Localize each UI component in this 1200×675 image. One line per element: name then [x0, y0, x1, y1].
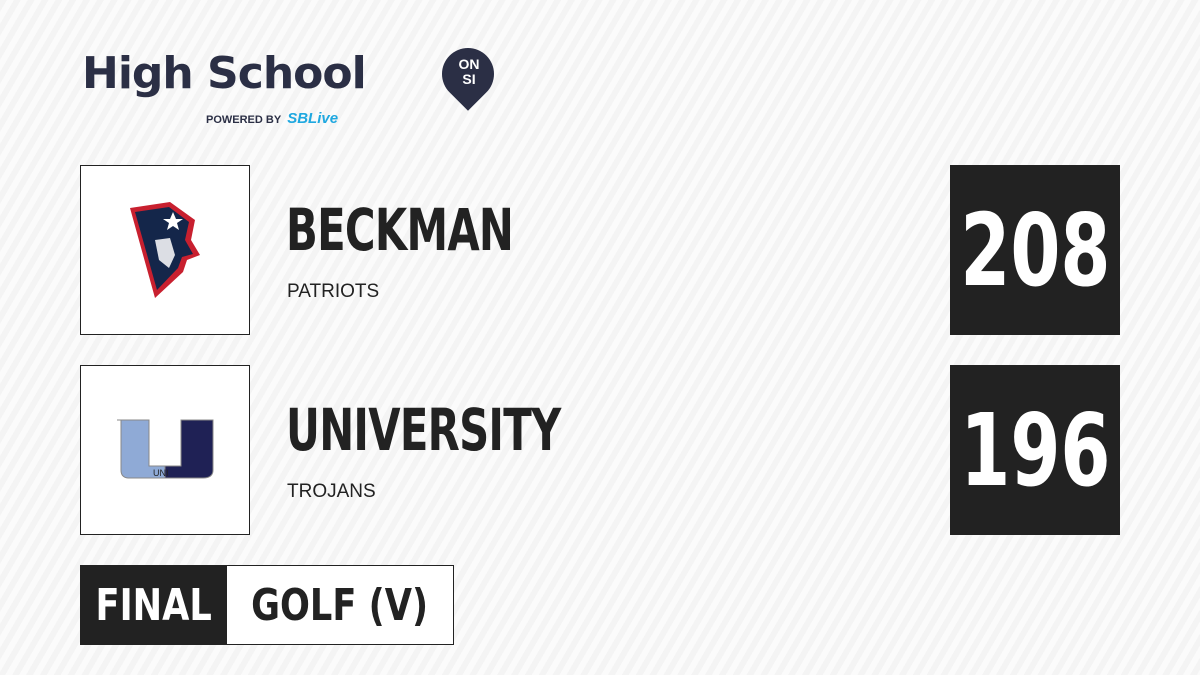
team-logo-university: UNI [80, 365, 250, 535]
team-score: 196 [950, 365, 1120, 535]
pin-badge: ON SI [458, 56, 480, 87]
team-mascot: PATRIOTS [287, 281, 380, 302]
sport-label: GOLF (V) [251, 579, 429, 631]
final-label: FINAL [81, 566, 227, 644]
high-school-on-si-logo: High School ON SI POWERED BY SBLive [82, 37, 505, 127]
svg-text:UNI: UNI [153, 468, 169, 478]
game-status-bar: FINAL GOLF (V) [80, 565, 454, 645]
team-mascot: TROJANS [287, 481, 376, 502]
team-name: BECKMAN [286, 196, 514, 264]
team-name: UNIVERSITY [286, 396, 561, 464]
patriot-logo-icon [130, 202, 200, 298]
team-score: 208 [950, 165, 1120, 335]
team-logo-beckman [80, 165, 250, 335]
powered-by: POWERED BY SBLive [206, 110, 339, 127]
u-logo-icon: UNI [117, 419, 214, 479]
brand-title: High School [82, 48, 367, 99]
sblive-logo: SBLive [287, 110, 339, 127]
